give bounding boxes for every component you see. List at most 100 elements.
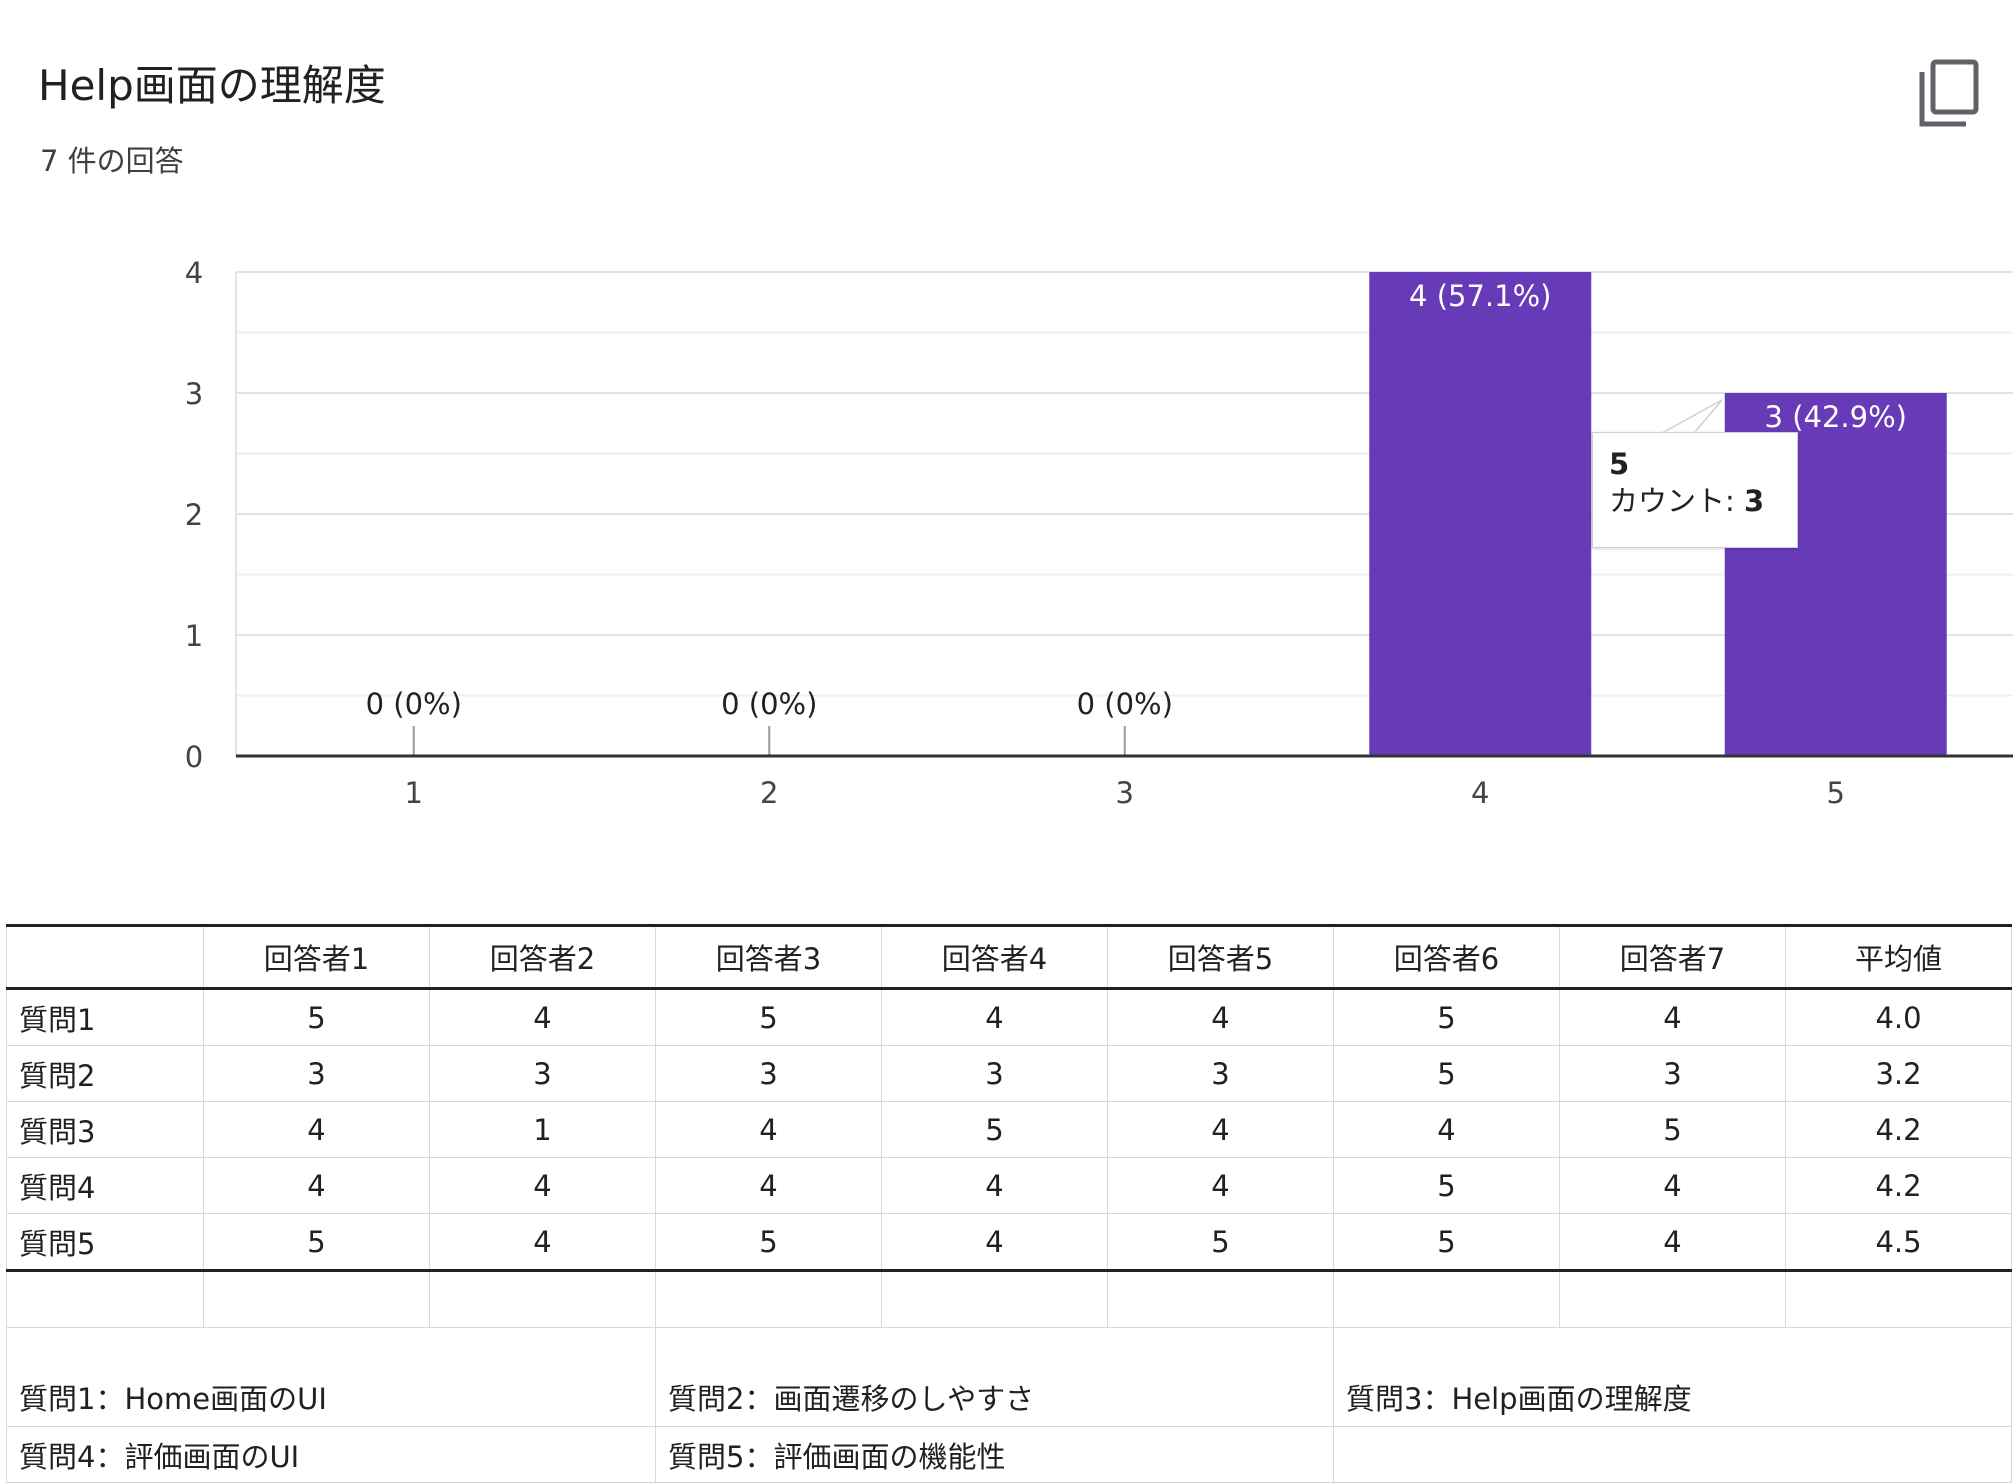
table-row: 質問1 5 4 5 4 4 5 4 4.0 (6, 988, 2012, 1046)
table-cell: 5 (655, 1213, 882, 1272)
table-cell: 3 (655, 1045, 882, 1102)
average-cell: 4.0 (1785, 988, 2012, 1046)
header-cell: 回答者1 (203, 924, 430, 990)
table-cell: 4 (881, 1213, 1108, 1272)
copy-icon (1919, 59, 1979, 127)
header-cell: 回答者3 (655, 924, 882, 990)
y-tick-label: 1 (185, 619, 203, 653)
row-label: 質問2 (6, 1045, 204, 1102)
table-cell: 4 (1559, 1157, 1786, 1214)
bar-tooltip: 5 カウント: 3 (1592, 432, 1798, 548)
header-cell: 回答者6 (1333, 924, 1560, 990)
table-blank-row (6, 1270, 2012, 1328)
table-cell: 4 (203, 1101, 430, 1158)
average-cell: 4.5 (1785, 1213, 2012, 1272)
table-cell: 5 (1333, 1045, 1560, 1102)
y-tick-label: 3 (185, 377, 203, 411)
tooltip-pointer (1661, 399, 1723, 435)
table-cell: 3 (1559, 1045, 1786, 1102)
table-cell: 5 (1107, 1213, 1334, 1272)
row-label: 質問4 (6, 1157, 204, 1214)
bar-data-label: 0 (0%) (366, 687, 462, 721)
note-question-5: 質問5：評価画面の機能性 (655, 1426, 1334, 1483)
table-cell: 4 (881, 1157, 1108, 1214)
empty-cell (1559, 1270, 1786, 1328)
table-cell: 3 (881, 1045, 1108, 1102)
empty-cell (1785, 1270, 2012, 1328)
row-label: 質問3 (6, 1101, 204, 1158)
x-tick-label: 4 (1471, 776, 1489, 810)
table-row: 質問5 5 4 5 4 5 5 4 4.5 (6, 1213, 2012, 1272)
table-cell: 3 (203, 1045, 430, 1102)
header-cell: 回答者5 (1107, 924, 1334, 990)
table-cell: 5 (1333, 1157, 1560, 1214)
table-cell: 5 (655, 988, 882, 1046)
tooltip-category: 5 (1609, 447, 1630, 481)
table-cell: 5 (203, 988, 430, 1046)
table-cell: 4 (429, 988, 656, 1046)
header-cell (6, 924, 204, 990)
table-row: 質問3 4 1 4 5 4 4 5 4.2 (6, 1101, 2012, 1158)
row-label: 質問5 (6, 1213, 204, 1272)
note-question-3: 質問3：Help画面の理解度 (1333, 1327, 2012, 1427)
y-tick-label: 2 (185, 498, 203, 532)
average-cell: 4.2 (1785, 1101, 2012, 1158)
table-cell: 4 (1107, 1157, 1334, 1214)
empty-cell (1333, 1426, 2012, 1483)
chart-title: Help画面の理解度 (38, 61, 386, 110)
bar-data-label: 0 (0%) (1077, 687, 1173, 721)
note-question-2: 質問2：画面遷移のしやすさ (655, 1327, 1334, 1427)
average-cell: 3.2 (1785, 1045, 2012, 1102)
header-cell: 回答者7 (1559, 924, 1786, 990)
table-row: 質問4 4 4 4 4 4 5 4 4.2 (6, 1157, 2012, 1214)
table-cell: 4 (429, 1157, 656, 1214)
copy-chart-button[interactable] (1918, 58, 1980, 128)
table-cell: 4 (1107, 1101, 1334, 1158)
bar-data-label: 0 (0%) (721, 687, 817, 721)
table-cell: 4 (881, 988, 1108, 1046)
table-cell: 3 (429, 1045, 656, 1102)
x-tick-label: 3 (1116, 776, 1134, 810)
header-cell: 平均値 (1785, 924, 2012, 990)
scores-table: 回答者1 回答者2 回答者3 回答者4 回答者5 回答者6 回答者7 平均値 質… (6, 924, 2012, 1483)
header-cell: 回答者2 (429, 924, 656, 990)
table-cell: 4 (429, 1213, 656, 1272)
table-cell: 4 (655, 1101, 882, 1158)
empty-cell (429, 1270, 656, 1328)
table-cell: 4 (1333, 1101, 1560, 1158)
table-cell: 4 (1107, 988, 1334, 1046)
table-row: 質問2 3 3 3 3 3 5 3 3.2 (6, 1045, 2012, 1102)
header-cell: 回答者4 (881, 924, 1108, 990)
notes-row: 質問1：Home画面のUI 質問2：画面遷移のしやすさ 質問3：Help画面の理… (6, 1327, 2012, 1427)
empty-cell (655, 1270, 882, 1328)
table-cell: 5 (1333, 988, 1560, 1046)
table-cell: 1 (429, 1101, 656, 1158)
table-header-row: 回答者1 回答者2 回答者3 回答者4 回答者5 回答者6 回答者7 平均値 (6, 924, 2012, 990)
table-cell: 3 (1107, 1045, 1334, 1102)
row-label: 質問1 (6, 988, 204, 1046)
response-count: 7 件の回答 (40, 144, 184, 178)
tooltip-count-value: 3 (1744, 484, 1765, 518)
table-cell: 5 (203, 1213, 430, 1272)
x-tick-label: 2 (760, 776, 778, 810)
note-question-4: 質問4：評価画面のUI (6, 1426, 656, 1483)
tooltip-count-label: カウント: (1609, 484, 1744, 518)
y-tick-label: 0 (185, 740, 203, 774)
table-cell: 5 (1333, 1213, 1560, 1272)
empty-cell (1107, 1270, 1334, 1328)
x-tick-label: 1 (405, 776, 423, 810)
table-cell: 4 (1559, 988, 1786, 1046)
average-cell: 4.2 (1785, 1157, 2012, 1214)
note-question-1: 質問1：Home画面のUI (6, 1327, 656, 1427)
table-cell: 4 (655, 1157, 882, 1214)
x-tick-label: 5 (1827, 776, 1845, 810)
empty-cell (881, 1270, 1108, 1328)
empty-cell (203, 1270, 430, 1328)
bar-data-label: 3 (42.9%) (1765, 400, 1907, 434)
table-cell: 5 (1559, 1101, 1786, 1158)
y-tick-label: 4 (185, 256, 203, 290)
empty-cell (6, 1270, 204, 1328)
table-cell: 4 (1559, 1213, 1786, 1272)
bar-data-label: 4 (57.1%) (1409, 279, 1551, 313)
